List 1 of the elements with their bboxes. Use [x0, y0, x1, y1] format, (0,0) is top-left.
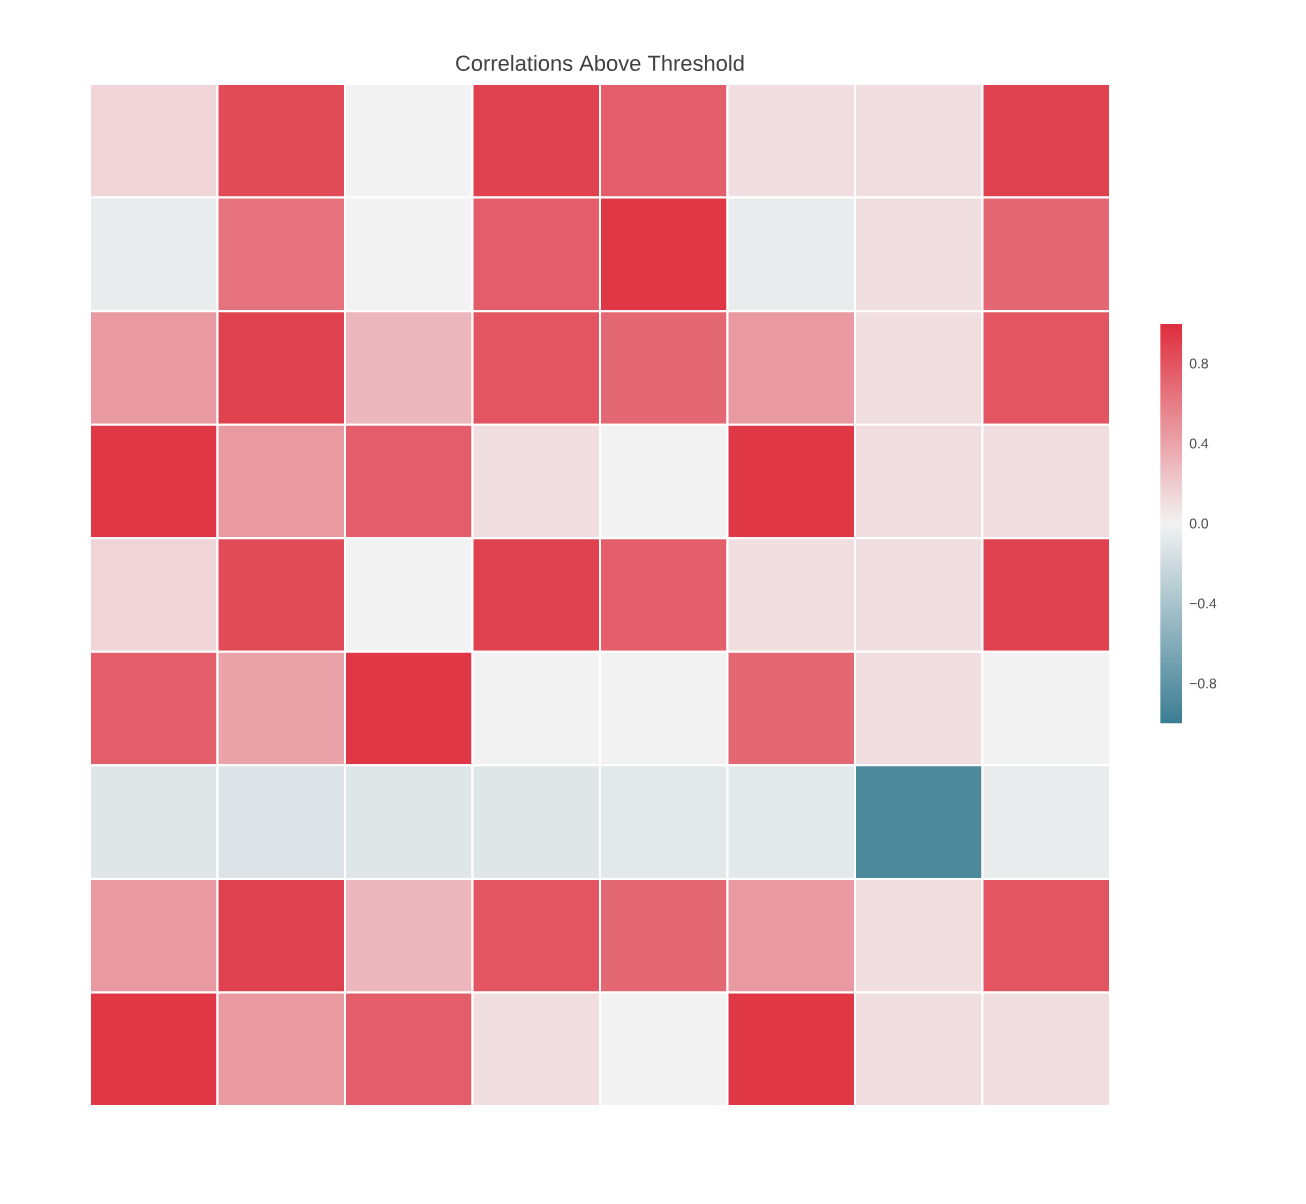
chart-title: Correlations Above Threshold	[456, 54, 744, 72]
